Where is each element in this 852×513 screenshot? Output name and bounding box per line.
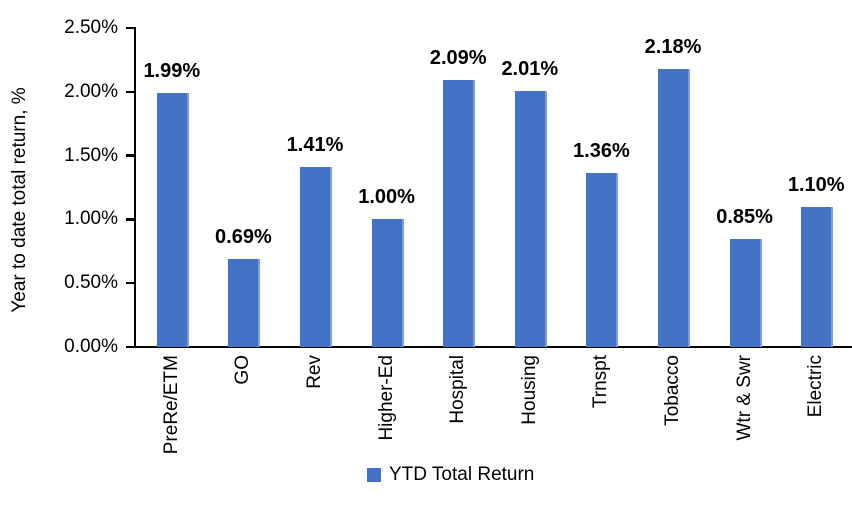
bar-value-label: 1.41%: [286, 134, 344, 157]
category-label: Higher-Ed: [375, 355, 397, 441]
category-label: Electric: [805, 355, 827, 418]
y-tick-label: 1.00%: [64, 208, 118, 230]
y-tick-mark: [126, 345, 134, 349]
legend-label: YTD Total Return: [389, 464, 535, 485]
bar-value-label: 2.18%: [644, 35, 702, 58]
category-label: Trnspt: [590, 355, 612, 409]
y-tick-mark: [126, 154, 134, 157]
bar-higher-ed: [371, 219, 404, 347]
y-tick-mark: [126, 90, 134, 94]
y-tick-label: 2.00%: [64, 80, 118, 102]
y-tick-label: 0.00%: [64, 336, 118, 357]
legend: YTD Total Return: [367, 465, 534, 485]
bar-electric: [801, 206, 834, 347]
y-tick-mark: [126, 26, 134, 30]
bar-value-label: 1.36%: [573, 140, 630, 163]
y-tick-mark: [126, 281, 134, 285]
bar-housing: [514, 90, 547, 347]
bar-value-label: 0.69%: [215, 225, 272, 248]
x-axis-line: [133, 345, 852, 348]
category-label: GO: [232, 355, 254, 385]
bar-tobacco: [658, 68, 690, 347]
bar-wtr-swr: [729, 238, 762, 347]
bar-value-label: 2.01%: [501, 57, 559, 80]
category-label: Wtr & Swr: [733, 355, 755, 441]
category-label: Hospital: [447, 355, 469, 424]
bar-value-label: 1.10%: [787, 173, 845, 196]
bar-value-label: 2.09%: [429, 47, 487, 70]
category-label: Tobacco: [662, 355, 683, 426]
bar-trnspt: [586, 173, 619, 347]
y-tick-label: 2.50%: [64, 17, 118, 38]
bar-value-label: 0.85%: [716, 205, 773, 228]
category-label: Rev: [304, 355, 325, 389]
y-tick-label: 0.50%: [64, 272, 118, 294]
category-label: PreRe/ETM: [160, 355, 182, 455]
bar-go: [228, 258, 261, 347]
bar-value-label: 1.00%: [358, 186, 415, 209]
bar-rev: [300, 167, 332, 347]
bar-hospital: [443, 80, 476, 347]
y-tick-mark: [126, 218, 134, 221]
bar-value-label: 1.99%: [143, 60, 201, 83]
bar-prere-etm: [156, 93, 189, 347]
legend-swatch-icon: [367, 468, 381, 482]
category-label: Housing: [518, 355, 540, 425]
y-axis-line: [133, 27, 136, 348]
y-tick-label: 1.50%: [64, 144, 118, 166]
y-axis-title: Year to date total return, %: [9, 87, 30, 313]
